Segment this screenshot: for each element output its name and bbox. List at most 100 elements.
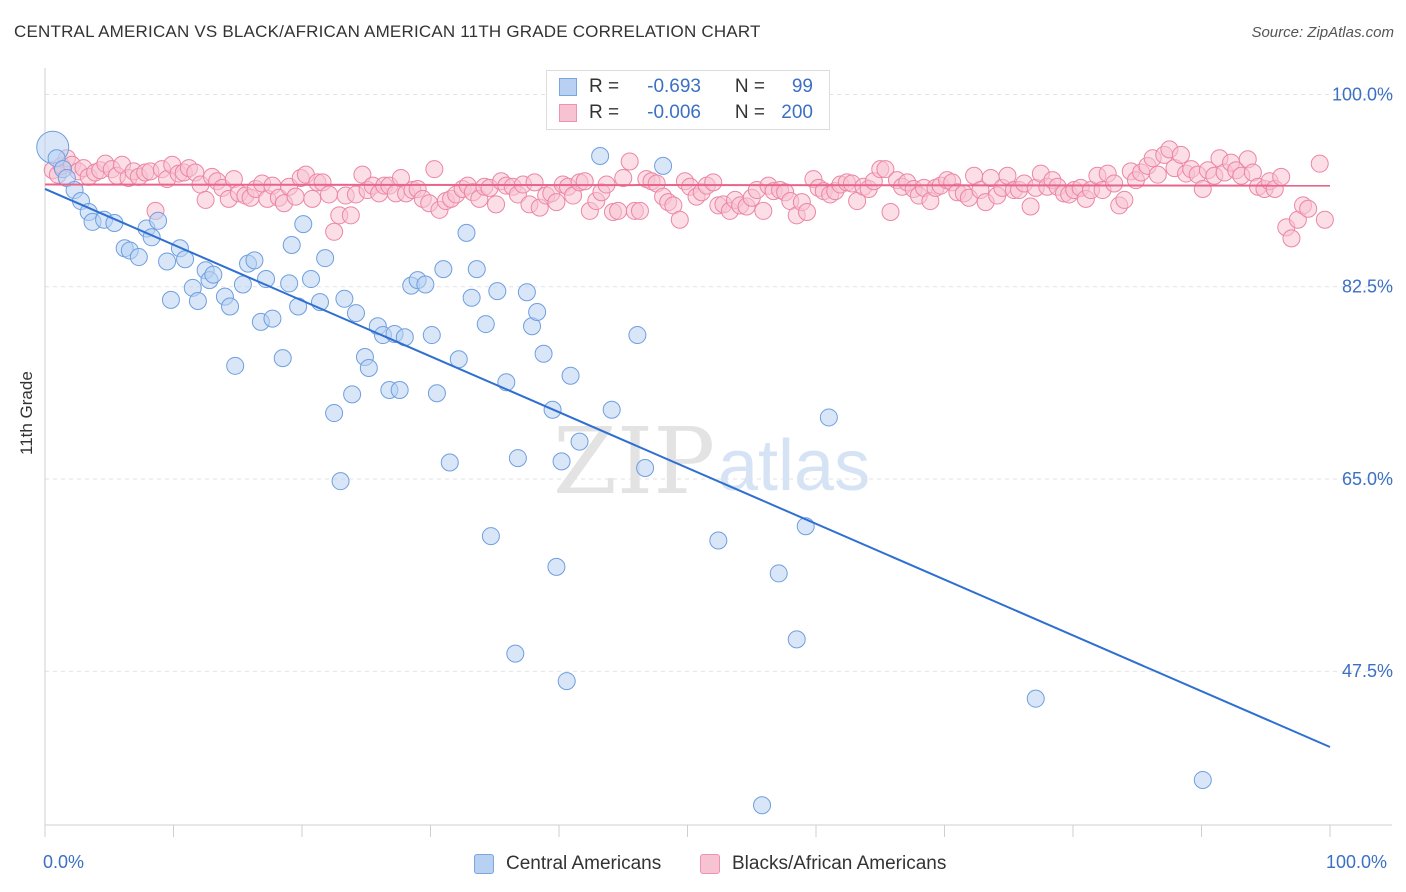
data-point xyxy=(709,531,728,550)
data-point xyxy=(221,297,240,316)
data-point xyxy=(881,203,900,222)
data-point xyxy=(557,672,576,691)
n-label: N = xyxy=(734,76,765,97)
axes xyxy=(44,68,1392,837)
data-point xyxy=(575,172,594,191)
x-tick-label-right: 100.0% xyxy=(1326,852,1388,872)
data-point xyxy=(467,260,486,279)
bottom-legend-swatch-central-americans xyxy=(474,854,494,874)
n-value: 99 xyxy=(791,76,813,97)
data-point xyxy=(282,235,301,254)
data-point xyxy=(335,289,354,308)
data-point xyxy=(636,458,655,477)
data-point xyxy=(876,160,895,179)
data-point xyxy=(570,432,589,451)
stats-legend-row-central-americans: R = -0.693 N = 99 xyxy=(559,75,813,99)
data-point xyxy=(547,193,566,212)
bottom-legend-label: Blacks/African Americans xyxy=(732,853,947,874)
data-point xyxy=(534,344,553,363)
data-point xyxy=(1299,199,1318,218)
y-tick-labels: 100.0% 82.5% 65.0% 47.5% xyxy=(1332,84,1393,681)
bottom-legend-swatch-blacks-african-americans xyxy=(700,854,720,874)
data-point xyxy=(528,302,547,321)
data-point xyxy=(226,356,245,375)
data-point xyxy=(245,251,264,270)
data-point xyxy=(416,275,435,294)
r-label: R = xyxy=(589,76,620,97)
data-point xyxy=(457,223,476,242)
data-point xyxy=(425,160,444,179)
data-point xyxy=(488,282,507,301)
data-point xyxy=(462,288,481,307)
data-point xyxy=(525,173,544,192)
data-point xyxy=(359,359,378,378)
data-point xyxy=(286,187,305,206)
r-value: -0.693 xyxy=(647,76,701,97)
data-point xyxy=(331,472,350,491)
x-tick-label-left: 0.0% xyxy=(43,852,85,872)
data-point xyxy=(427,384,446,403)
trend-line xyxy=(44,183,1331,187)
stats-legend-row-blacks-african-americans: R = -0.006 N = 200 xyxy=(559,101,813,125)
data-point xyxy=(341,206,360,225)
data-point xyxy=(1310,154,1329,173)
r-label: R = xyxy=(589,102,620,123)
bottom-legend-central-americans: Central Americans xyxy=(474,852,661,876)
data-point xyxy=(440,453,459,472)
data-point xyxy=(614,168,633,187)
data-point xyxy=(204,265,223,284)
data-point xyxy=(798,203,817,222)
data-point xyxy=(609,201,628,220)
trend-lines xyxy=(44,183,1331,748)
data-point xyxy=(787,630,806,649)
data-point xyxy=(129,248,148,267)
r-value: -0.006 xyxy=(647,102,701,123)
data-point xyxy=(704,173,723,192)
data-point xyxy=(343,385,362,404)
data-point xyxy=(434,260,453,279)
bottom-legend-blacks-african-americans: Blacks/African Americans xyxy=(700,852,946,876)
data-point xyxy=(1193,770,1212,789)
data-point xyxy=(161,290,180,309)
data-point xyxy=(654,156,673,175)
data-point xyxy=(325,222,344,241)
data-point xyxy=(1026,689,1045,708)
data-point xyxy=(233,275,252,294)
data-point xyxy=(188,292,207,311)
data-point xyxy=(630,201,649,220)
y-tick-label: 82.5% xyxy=(1342,277,1393,297)
watermark: ZIP atlas xyxy=(553,408,870,515)
swatch-central-americans xyxy=(559,78,577,96)
data-point xyxy=(508,449,527,468)
data-point xyxy=(506,644,525,663)
swatch-blacks-african-americans xyxy=(559,104,577,122)
data-point xyxy=(422,326,441,345)
data-point xyxy=(1282,229,1301,248)
data-point xyxy=(316,249,335,268)
data-point xyxy=(620,152,639,171)
data-point xyxy=(517,283,536,302)
data-point xyxy=(319,185,338,204)
y-tick-label: 100.0% xyxy=(1332,84,1393,104)
data-point xyxy=(602,400,621,419)
data-point xyxy=(628,326,647,345)
data-point xyxy=(487,195,506,214)
data-point xyxy=(1115,190,1134,209)
data-point xyxy=(158,252,177,271)
watermark-atlas: atlas xyxy=(718,426,870,506)
data-point xyxy=(294,215,313,234)
watermark-zip: ZIP xyxy=(553,408,715,515)
data-point xyxy=(1272,167,1291,186)
data-point xyxy=(670,210,689,229)
data-point xyxy=(1171,145,1190,164)
data-point xyxy=(481,527,500,546)
data-point xyxy=(390,380,409,399)
data-point xyxy=(476,315,495,334)
data-point xyxy=(303,189,322,208)
data-point xyxy=(1148,165,1167,184)
trend-line xyxy=(44,188,1331,748)
data-point xyxy=(301,270,320,289)
y-tick-label: 65.0% xyxy=(1342,469,1393,489)
source-label: Source: ZipAtlas.com xyxy=(1251,24,1394,41)
